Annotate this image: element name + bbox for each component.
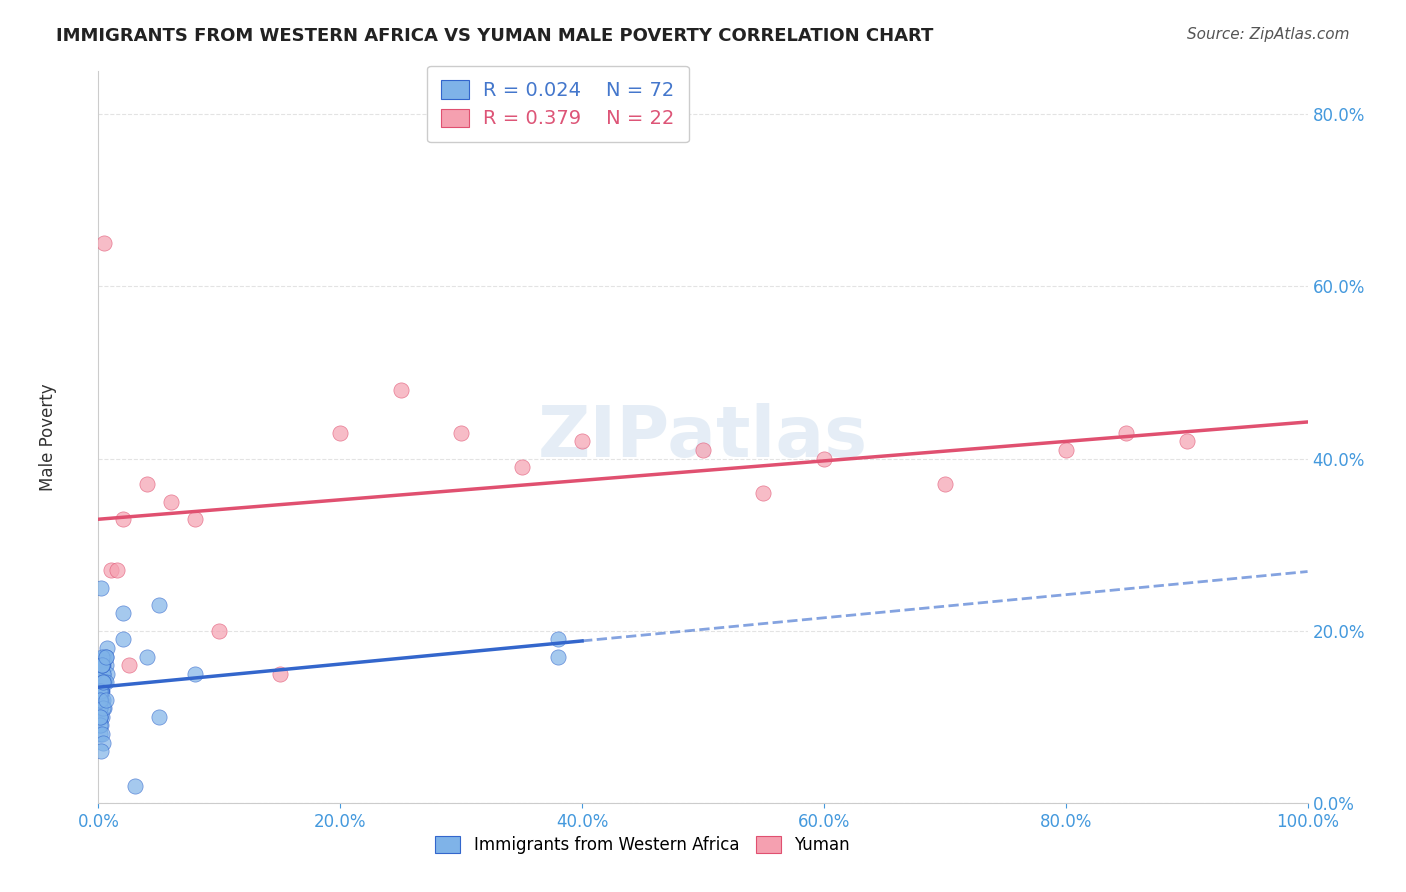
Point — [118, 658, 141, 673]
Point — [148, 598, 170, 612]
Point — [111, 607, 134, 621]
Point — [89, 684, 111, 698]
Point — [91, 666, 114, 681]
Text: IMMIGRANTS FROM WESTERN AFRICA VS YUMAN MALE POVERTY CORRELATION CHART: IMMIGRANTS FROM WESTERN AFRICA VS YUMAN … — [56, 27, 934, 45]
Point — [89, 718, 111, 732]
Point — [269, 666, 291, 681]
Point — [135, 649, 157, 664]
Point — [91, 735, 114, 749]
Point — [89, 692, 111, 706]
Point — [91, 666, 114, 681]
Legend: Immigrants from Western Africa, Yuman: Immigrants from Western Africa, Yuman — [422, 822, 863, 868]
Point — [91, 684, 114, 698]
Point — [510, 460, 533, 475]
Point — [90, 692, 112, 706]
Point — [96, 640, 118, 655]
Point — [89, 701, 111, 715]
Point — [91, 675, 114, 690]
Text: Source: ZipAtlas.com: Source: ZipAtlas.com — [1187, 27, 1350, 42]
Point — [450, 425, 472, 440]
Point — [329, 425, 352, 440]
Point — [547, 649, 569, 664]
Point — [160, 494, 183, 508]
Point — [89, 710, 111, 724]
Point — [94, 649, 117, 664]
Point — [89, 701, 111, 715]
Point — [91, 675, 114, 690]
Point — [91, 658, 114, 673]
Point — [89, 692, 111, 706]
Point — [934, 477, 956, 491]
Point — [89, 692, 111, 706]
Point — [111, 512, 134, 526]
Point — [571, 434, 593, 449]
Point — [90, 684, 112, 698]
Point — [91, 658, 114, 673]
Point — [90, 684, 112, 698]
Point — [89, 692, 111, 706]
Point — [91, 675, 114, 690]
Point — [93, 675, 115, 690]
Point — [100, 564, 122, 578]
Point — [692, 442, 714, 457]
Point — [93, 649, 115, 664]
Point — [91, 692, 114, 706]
Point — [90, 684, 112, 698]
Point — [94, 692, 117, 706]
Point — [91, 675, 114, 690]
Point — [105, 564, 128, 578]
Point — [90, 718, 112, 732]
Point — [1175, 434, 1198, 449]
Point — [1115, 425, 1137, 440]
Point — [89, 684, 111, 698]
Point — [752, 486, 775, 500]
Point — [135, 477, 157, 491]
Point — [93, 236, 115, 251]
Point — [91, 658, 114, 673]
Point — [91, 710, 114, 724]
Point — [813, 451, 835, 466]
Point — [111, 632, 134, 647]
Point — [94, 658, 117, 673]
Point — [96, 666, 118, 681]
Point — [93, 675, 115, 690]
Point — [89, 692, 111, 706]
Point — [90, 658, 112, 673]
Point — [90, 744, 112, 758]
Point — [93, 675, 115, 690]
Point — [90, 684, 112, 698]
Point — [91, 727, 114, 741]
Point — [94, 675, 117, 690]
Point — [184, 512, 207, 526]
Point — [89, 727, 111, 741]
Point — [91, 666, 114, 681]
Point — [208, 624, 231, 638]
Point — [90, 684, 112, 698]
Point — [91, 658, 114, 673]
Point — [94, 649, 117, 664]
Point — [91, 666, 114, 681]
Point — [90, 684, 112, 698]
Point — [91, 675, 114, 690]
Point — [547, 632, 569, 647]
Point — [91, 675, 114, 690]
Point — [89, 710, 111, 724]
Point — [148, 710, 170, 724]
Point — [91, 666, 114, 681]
Point — [389, 383, 412, 397]
Y-axis label: Male Poverty: Male Poverty — [39, 384, 56, 491]
Point — [89, 710, 111, 724]
Point — [91, 675, 114, 690]
Point — [91, 701, 114, 715]
Point — [124, 779, 146, 793]
Point — [90, 581, 112, 595]
Point — [93, 701, 115, 715]
Point — [1054, 442, 1077, 457]
Point — [91, 649, 114, 664]
Point — [91, 658, 114, 673]
Point — [90, 684, 112, 698]
Point — [184, 666, 207, 681]
Point — [91, 658, 114, 673]
Text: ZIPatlas: ZIPatlas — [538, 402, 868, 472]
